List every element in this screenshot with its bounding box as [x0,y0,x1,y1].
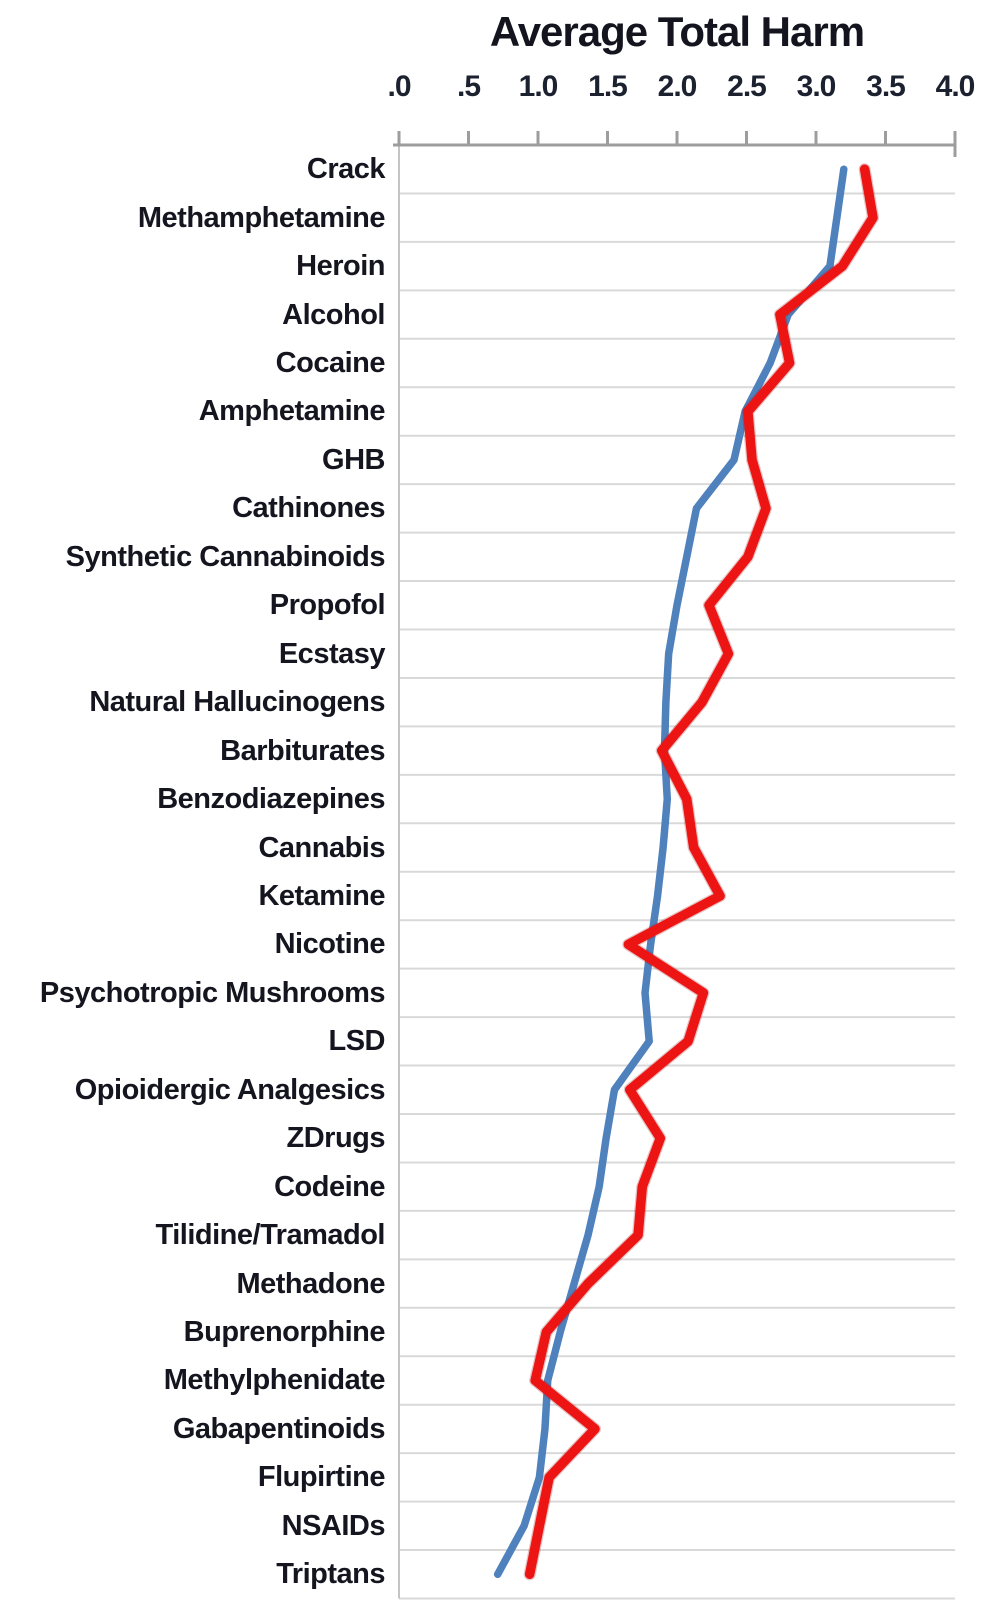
category-label: Triptans [276,1558,385,1591]
x-tick-label: 1.0 [518,70,559,103]
category-label: ZDrugs [286,1122,386,1155]
category-label: Benzodiazepines [157,783,385,816]
category-label: Methylphenidate [163,1364,386,1397]
category-label: Cathinones [232,492,385,525]
x-tick-label: 1.5 [588,70,628,103]
category-label: Methamphetamine [137,201,386,234]
x-tick-label: .0 [387,70,411,103]
category-label: Psychotropic Mushrooms [39,976,386,1009]
chart-title: Average Total Harm [489,8,865,55]
category-label: Alcohol [282,298,385,331]
category-label: NSAIDs [281,1509,386,1542]
category-label: Barbiturates [220,734,385,767]
category-label: Synthetic Cannabinoids [65,540,386,573]
category-label: Gabapentinoids [172,1412,386,1445]
x-tick-label: 3.0 [796,70,837,103]
category-label: Methadone [236,1267,385,1300]
category-label: Amphetamine [198,395,386,428]
category-label: Cannabis [258,831,385,864]
category-label: Ketamine [258,879,385,912]
x-tick-label: 2.5 [727,70,767,103]
category-label: Ecstasy [278,637,386,670]
category-label: GHB [322,443,385,476]
red-line [524,164,878,1580]
category-label: LSD [328,1025,386,1058]
category-label: Cocaine [275,347,386,380]
category-label: Crack [306,153,386,186]
category-label: Heroin [296,250,385,283]
category-label: Nicotine [274,928,386,961]
category-label: Propofol [269,589,386,622]
category-label: Flupirtine [257,1461,386,1494]
x-tick-label: 4.0 [935,70,976,103]
category-label: Buprenorphine [183,1316,386,1349]
category-label: Natural Hallucinogens [89,686,385,719]
category-label: Codeine [274,1170,385,1203]
x-tick-label: 3.5 [866,70,906,103]
category-label: Opioidergic Analgesics [74,1073,386,1106]
x-tick-label: 2.0 [657,70,698,103]
x-tick-label: .5 [456,70,481,103]
category-label: Tilidine/Tramadol [155,1219,386,1252]
